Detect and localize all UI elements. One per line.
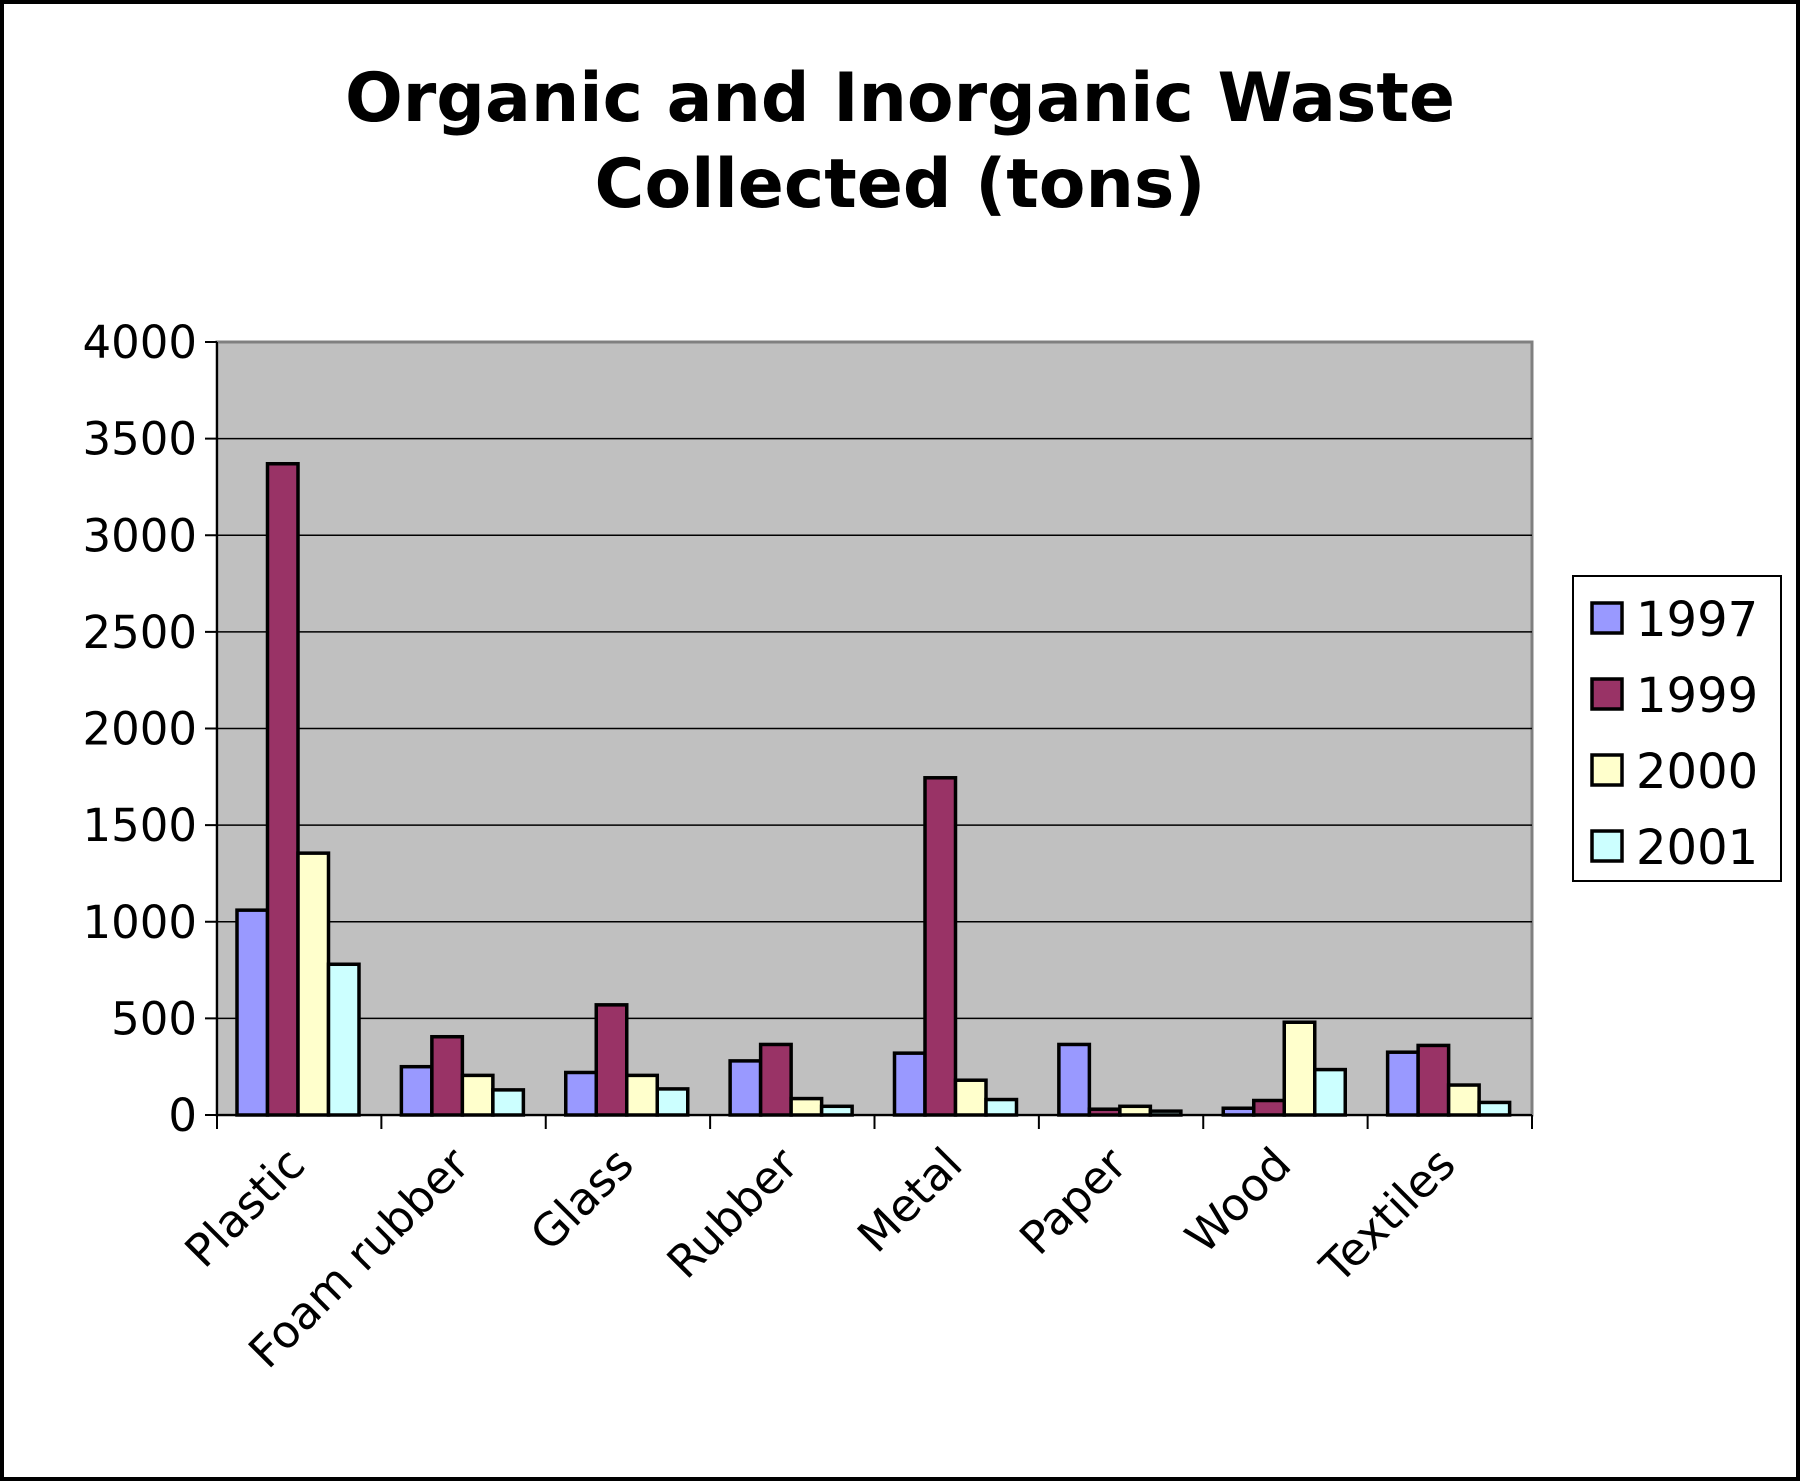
y-tick-label: 4000: [82, 316, 197, 369]
bars: [235, 461, 1512, 1117]
y-tick-label: 1500: [82, 799, 197, 852]
bar-1999-rubber: [758, 1042, 793, 1117]
legend-label: 1999: [1636, 668, 1758, 724]
x-category-label: Wood: [1175, 1137, 1301, 1263]
x-category-label: Paper: [1009, 1137, 1137, 1265]
bar-1997-plastic: [235, 908, 270, 1117]
bar-1997-textiles: [1385, 1050, 1420, 1117]
bar-2001-textiles: [1477, 1100, 1512, 1117]
bar-2000-textiles: [1446, 1083, 1481, 1117]
bar-1999-foam-rubber: [430, 1034, 465, 1117]
bar-2000-paper: [1118, 1104, 1153, 1117]
bar-2000-plastic: [296, 851, 331, 1117]
bar-1999-glass: [594, 1003, 629, 1117]
x-category-label: Rubber: [657, 1137, 809, 1289]
chart-title-line-2: Collected (tons): [594, 145, 1206, 224]
bar-2001-wood: [1313, 1067, 1347, 1117]
legend-swatch-1999: [1590, 677, 1624, 711]
bar-1999-textiles: [1416, 1043, 1451, 1117]
y-tick-label: 3500: [82, 413, 197, 466]
bar-1997-wood: [1221, 1106, 1256, 1117]
bar-1999-plastic: [265, 461, 300, 1117]
bar-2001-rubber: [819, 1104, 854, 1117]
bar-2001-plastic: [326, 962, 361, 1117]
bar-1997-foam-rubber: [399, 1064, 434, 1117]
bar-2001-glass: [655, 1087, 690, 1117]
bar-1997-rubber: [728, 1059, 763, 1117]
x-category-label: Plastic: [175, 1137, 315, 1277]
chart-title: Organic and Inorganic Waste Collected (t…: [4, 56, 1796, 228]
bar-2000-metal: [953, 1078, 988, 1117]
y-tick-label: 2000: [82, 703, 197, 756]
bar-2000-wood: [1282, 1020, 1317, 1117]
x-category-label: Textiles: [1309, 1137, 1465, 1293]
x-category-label: Metal: [847, 1137, 972, 1262]
y-tick-label: 3000: [82, 509, 197, 562]
gridlines: [217, 437, 1532, 1020]
bar-1997-glass: [564, 1070, 598, 1117]
y-tick-label: 2500: [82, 606, 197, 659]
y-tick-label: 1000: [82, 896, 197, 949]
legend-label: 2001: [1636, 820, 1758, 876]
bar-2000-foam-rubber: [460, 1073, 495, 1117]
bar-2000-glass: [625, 1073, 659, 1117]
legend-label: 2000: [1636, 744, 1758, 800]
bar-1999-wood: [1252, 1098, 1286, 1117]
bar-1997-paper: [1057, 1042, 1092, 1117]
chart-title-line-1: Organic and Inorganic Waste: [344, 59, 1456, 138]
bar-1999-metal: [923, 776, 958, 1117]
legend-swatch-2000: [1590, 753, 1624, 787]
legend-swatch-1997: [1590, 601, 1624, 635]
bar-1997-metal: [892, 1051, 927, 1117]
legend-label: 1997: [1636, 592, 1758, 648]
legend: 1997 1999 2000 2001: [1572, 575, 1782, 882]
x-category-label: Glass: [520, 1137, 644, 1261]
y-tick-label: 0: [168, 1089, 197, 1142]
bar-2001-metal: [984, 1097, 1019, 1117]
legend-swatch-2001: [1590, 829, 1624, 863]
bar-2000-rubber: [789, 1096, 824, 1117]
bar-2001-foam-rubber: [491, 1088, 526, 1117]
y-tick-label: 500: [111, 992, 197, 1045]
